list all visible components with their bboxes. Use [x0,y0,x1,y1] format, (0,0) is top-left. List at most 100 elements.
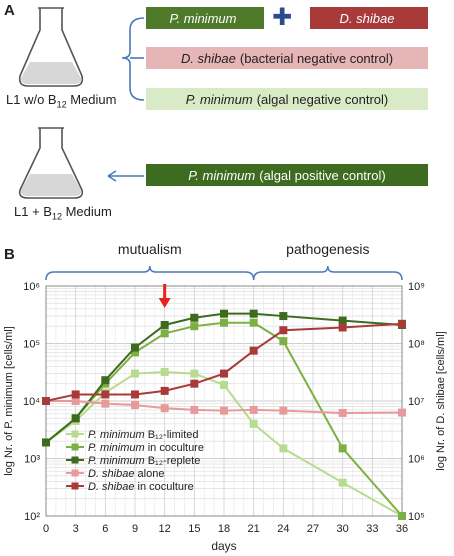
left-y-tick-label: 10³ [24,454,40,466]
x-tick-label: 24 [277,523,289,535]
data-point [71,390,80,399]
data-point [220,369,228,378]
data-point [279,312,288,321]
p-minimum-box: P. minimum [146,7,264,29]
data-point [190,369,199,378]
algal-positive-control-box: P. minimum (algal positive control) [146,164,428,186]
data-point [131,369,139,378]
data-point [249,405,258,414]
axis-labels: days log Nr. of P. minimum [cells/ml] log … [3,326,447,553]
data-point [338,444,347,453]
legend-entry: P. minimum in coculture [88,442,204,454]
data-point [71,397,80,405]
right-y-tick-label: 10⁶ [408,454,425,466]
data-point [338,408,347,417]
legend-entry: D. shibae in coculture [88,481,194,493]
left-y-tick-label: 10⁴ [23,396,40,408]
data-point [160,320,169,329]
left-y-tick-label: 10² [24,511,40,523]
x-tick-label: 18 [218,523,230,535]
data-point [338,316,347,325]
legend-entry: P. minimum B₁₂-replete [88,455,200,467]
data-point [131,401,139,410]
data-point [71,414,80,423]
data-point [131,343,139,352]
x-tick-label: 33 [366,523,378,535]
right-y-tick-label: 10⁷ [408,396,424,408]
x-tick-label: 3 [73,523,79,535]
flask1-label: L1 w/o B12 Medium [6,92,117,110]
legend-marker [71,482,79,490]
right-axis-label: log Nr. of D. shibae [cells/ml] [435,331,447,470]
x-axis-label: days [211,539,236,553]
data-point [160,367,169,376]
legend-marker [71,443,79,451]
data-point [42,397,50,405]
algal-negative-control-box: P. minimum (algal negative control) [146,88,428,110]
left-axis-label: log Nr. of P. minimum [cells/ml] [3,326,15,476]
pathogenesis-label: pathogenesis [286,241,369,257]
data-point [42,438,50,447]
bacterial-negative-control-box: D. shibae (bacterial negative control) [146,47,428,69]
right-y-tick-label: 10⁵ [408,511,425,523]
data-point [220,309,228,318]
data-point [190,379,199,388]
phase-brackets: mutualism pathogenesis [45,241,403,281]
x-tick-label: 15 [188,523,200,535]
growth-chart: mutualism pathogenesis 0 3 6 9 12 15 18 21 24 27 30… [3,241,447,553]
legend-marker [71,456,79,464]
panel-b-letter: B [4,246,15,263]
pathogenesis-bracket [252,265,403,281]
legend-entry: D. shibae alone [88,468,164,480]
x-tick-label: 30 [337,523,349,535]
data-point [279,337,288,346]
mutualism-bracket [45,265,255,281]
x-tick-label: 0 [43,523,49,535]
x-tick-label: 21 [248,523,260,535]
data-point [398,512,406,520]
data-point [190,322,199,331]
data-point [190,405,199,414]
d-shibae-box: D. shibae [310,7,428,29]
data-point [398,319,406,328]
data-point [131,390,139,399]
data-point [249,318,258,327]
x-tick-label: 9 [132,523,138,535]
flask-icon-with-b12 [18,127,84,199]
data-point [249,309,258,318]
plus-icon: ✚ [272,4,293,31]
data-point [160,329,169,338]
data-point [279,444,288,453]
data-point [220,318,228,327]
panel-a-letter: A [4,2,15,19]
data-point [279,326,288,335]
data-point [101,376,110,385]
data-point [338,323,347,332]
flask2-label: L1 + B12 Medium [14,204,112,222]
data-point [101,399,110,408]
legend-marker [71,469,79,477]
data-point [249,419,258,428]
panel-a-connectors [107,17,145,182]
data-point [101,390,110,399]
data-point [160,386,169,395]
right-y-tick-label: 10⁹ [408,281,425,293]
legend-entry: P. minimum B₁₂-limited [88,429,198,441]
red-arrow-head-icon [158,298,171,308]
left-y-tick-label: 10⁵ [23,339,40,351]
right-y-tick-label: 10⁸ [408,339,425,351]
left-y-tick-label: 10⁶ [23,281,40,293]
data-point [398,408,406,417]
data-point [190,313,199,322]
flask-icon-no-b12 [18,7,84,87]
data-point [279,406,288,415]
x-tick-label: 12 [159,523,171,535]
data-point [249,346,258,355]
data-point [160,404,169,413]
data-point [220,380,228,389]
mutualism-label: mutualism [118,241,182,257]
legend-marker [71,430,79,438]
data-point [220,406,228,415]
data-point [338,478,347,487]
